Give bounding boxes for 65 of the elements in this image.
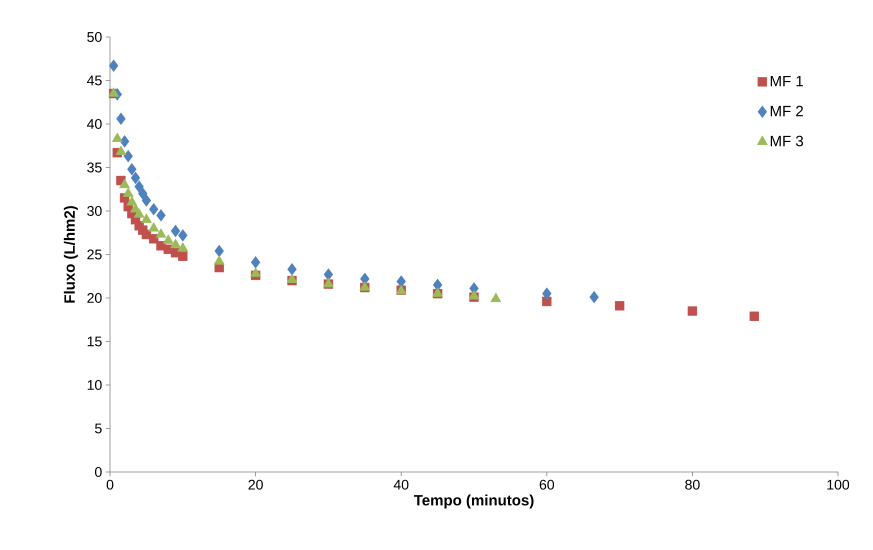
point — [156, 209, 166, 222]
y-tick-label: 20 — [87, 293, 102, 303]
x-tick-label: 20 — [248, 480, 263, 490]
point — [490, 292, 502, 302]
point — [122, 187, 134, 197]
point — [286, 274, 298, 283]
point — [130, 172, 140, 184]
legend-label: MF 2 — [770, 106, 803, 116]
point — [287, 263, 297, 276]
x-tick-label: 40 — [394, 480, 408, 490]
point — [177, 242, 188, 252]
point — [112, 132, 123, 142]
point — [116, 112, 126, 125]
point — [250, 256, 260, 269]
point — [120, 135, 130, 148]
point — [119, 178, 130, 188]
y-tick-label: 10 — [88, 380, 102, 390]
point — [750, 312, 759, 321]
point — [250, 267, 262, 277]
y-tick-label: 5 — [95, 424, 102, 434]
x-tick-label: 100 — [827, 480, 850, 490]
y-axis-title: Fluxo (L/hm2) — [64, 206, 78, 303]
point — [589, 290, 599, 304]
point — [134, 208, 145, 218]
point — [542, 287, 552, 300]
point — [396, 275, 406, 288]
point — [178, 229, 188, 242]
point — [542, 296, 552, 306]
y-tick-label: 35 — [87, 162, 102, 172]
point — [116, 146, 126, 156]
x-tick-label: 60 — [540, 480, 554, 490]
point — [142, 194, 152, 207]
y-tick-label: 50 — [87, 32, 102, 42]
point — [108, 59, 118, 72]
point — [432, 278, 442, 292]
legend-label: MF 1 — [770, 76, 803, 86]
legend-label: MF 3 — [770, 136, 804, 146]
y-tick-label: 25 — [87, 250, 102, 260]
point — [126, 196, 138, 206]
point — [124, 150, 133, 162]
point — [141, 213, 152, 223]
point — [134, 180, 144, 193]
y-tick-label: 45 — [86, 76, 102, 86]
point — [148, 222, 160, 232]
point — [178, 252, 188, 261]
y-tick-label: 40 — [86, 119, 102, 129]
point — [138, 187, 148, 200]
point — [170, 238, 181, 248]
point — [148, 203, 158, 216]
x-axis-title: Tempo (minutos) — [414, 494, 534, 508]
point — [324, 268, 334, 281]
point — [688, 306, 698, 316]
y-tick-label: 15 — [88, 336, 102, 346]
point — [468, 290, 480, 300]
point — [214, 244, 224, 258]
point — [614, 301, 624, 311]
y-tick-label: 0 — [95, 467, 102, 477]
point — [214, 255, 225, 265]
point — [162, 234, 174, 244]
x-tick-label: 80 — [685, 480, 700, 490]
point — [156, 228, 166, 238]
x-tick-label: 0 — [106, 480, 114, 490]
point — [127, 163, 137, 176]
y-tick-label: 30 — [87, 206, 102, 216]
point — [170, 224, 180, 238]
